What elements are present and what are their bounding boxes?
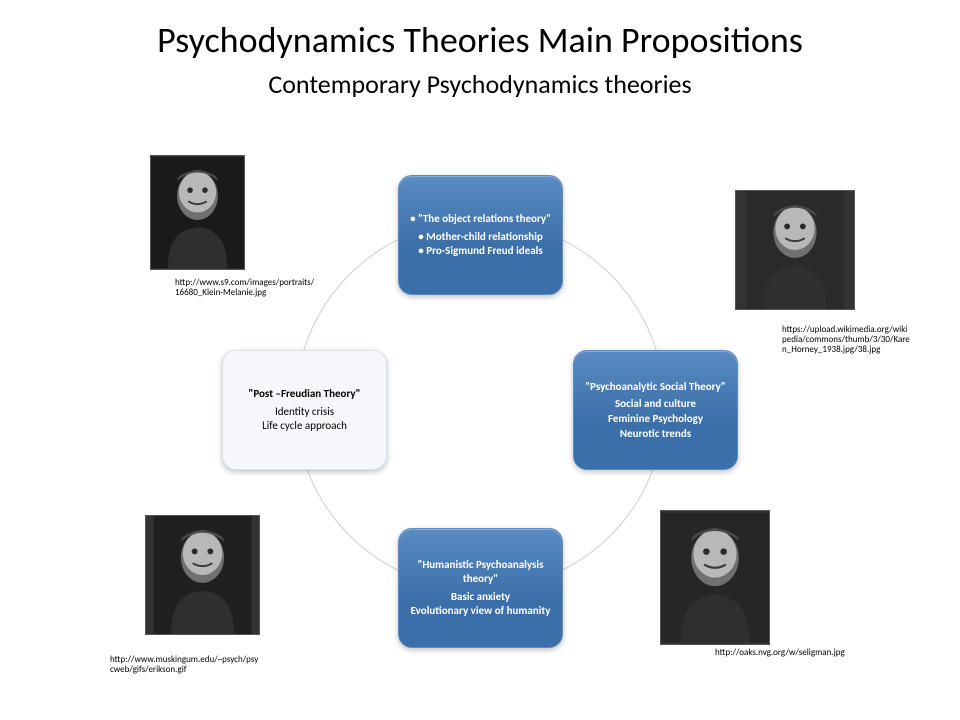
horney-caption: https://upload.wikimedia.org/wikipedia/c… [782, 325, 912, 355]
portrait-horney [735, 190, 855, 310]
bubble-line: Identity crisis [275, 405, 334, 419]
page-title: Psychodynamics Theories Main Proposition… [0, 0, 960, 62]
cycle-diagram: • "The object relations theory" • Mother-… [0, 140, 960, 720]
bubble-title: "Post –Freudian Theory" [249, 387, 361, 401]
bubble-line: Basic anxiety [451, 590, 510, 604]
bubble-line: • Mother-child relationship [418, 230, 543, 244]
klein-caption: http://www.s9.com/images/portraits/16680… [175, 278, 315, 298]
page-subtitle: Contemporary Psychodynamics theories [0, 62, 960, 100]
bubble-title: "Humanistic Psychoanalysis theory" [407, 558, 554, 586]
bubble-psychoanalytic-social: "Psychoanalytic Social Theory" Social and… [573, 350, 738, 470]
bubble-title: • "The object relations theory" [410, 212, 551, 226]
bubble-post-freudian: "Post –Freudian Theory" Identity crisisLi… [222, 350, 387, 470]
bubble-line: • Pro-Sigmund Freud ideals [418, 244, 542, 258]
bubble-line: Life cycle approach [262, 419, 347, 433]
fromm-caption: http://oaks.nvg.org/w/seligman.jpg [715, 648, 865, 658]
bubble-object-relations: • "The object relations theory" • Mother-… [398, 175, 563, 295]
bubble-humanistic: "Humanistic Psychoanalysis theory" Basic … [398, 528, 563, 648]
bubble-line: Feminine Psychology [608, 412, 703, 426]
bubble-title: "Psychoanalytic Social Theory" [585, 380, 725, 394]
erikson-caption: http://www.muskingum.edu/~psych/psycweb/… [110, 655, 260, 675]
portrait-klein [150, 155, 245, 270]
bubble-line: Neurotic trends [620, 427, 691, 441]
portrait-fromm [660, 510, 770, 645]
bubble-line: Social and culture [615, 397, 696, 411]
portrait-erikson [145, 515, 260, 635]
bubble-line: Evolutionary view of humanity [411, 604, 551, 618]
